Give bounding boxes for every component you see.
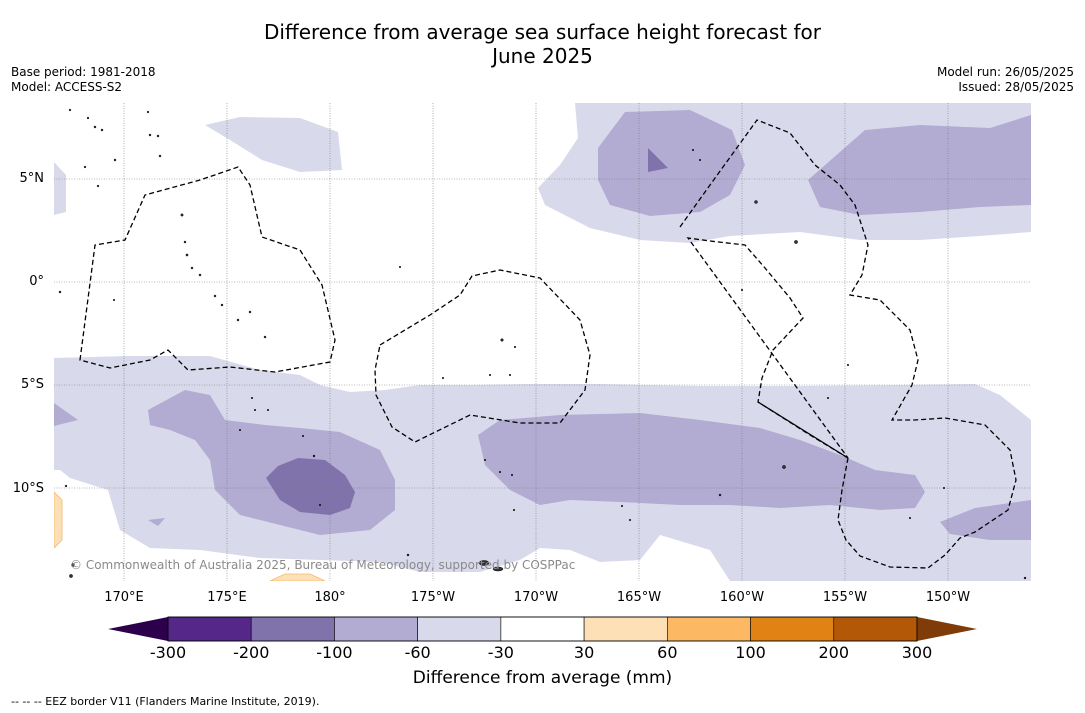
eez-footnote: -- -- -- EEZ border V11 (Flanders Marine… bbox=[11, 695, 320, 708]
lon-label-165w: 165°W bbox=[616, 590, 662, 605]
colorbar-cell-minus-60-30 bbox=[417, 616, 502, 642]
eez-borders bbox=[79, 119, 1017, 569]
colorbar-tick-label: 60 bbox=[657, 643, 678, 662]
lat-label-10s: 10°S bbox=[12, 481, 44, 496]
graticule bbox=[54, 103, 1031, 581]
colorbar-cell-plus-60-100 bbox=[667, 616, 751, 642]
colorbar-cell-minus-100-60 bbox=[334, 616, 418, 642]
chart-title: Difference from average sea surface heig… bbox=[0, 20, 1085, 68]
copyright-notice: © Commonwealth of Australia 2025, Bureau… bbox=[70, 558, 576, 572]
lon-label-170e: 170°E bbox=[104, 590, 144, 605]
colorbar-cell-plus-100-200 bbox=[750, 616, 835, 642]
meta-right: Model run: 26/05/2025 Issued: 28/05/2025 bbox=[937, 65, 1074, 94]
base-period: Base period: 1981-2018 bbox=[11, 65, 156, 79]
title-line-2: June 2025 bbox=[492, 44, 593, 68]
lon-label-175e: 175°E bbox=[207, 590, 247, 605]
colorbar-tick-label: -100 bbox=[316, 643, 353, 662]
model-name: Model: ACCESS-S2 bbox=[11, 79, 123, 94]
colorbar-arrow-min bbox=[108, 617, 168, 641]
meta-left: Base period: 1981-2018 Model: ACCESS-S2 bbox=[11, 65, 156, 94]
map-plot-area bbox=[54, 103, 1031, 581]
colorbar-cell-plus-30-60 bbox=[583, 616, 668, 642]
colorbar-tick-label: 30 bbox=[573, 643, 595, 662]
colorbar bbox=[108, 616, 977, 642]
colorbar-tick-label: -30 bbox=[487, 643, 514, 662]
lat-label-5n: 5°N bbox=[19, 171, 45, 186]
lon-label-170w: 170°W bbox=[513, 590, 559, 605]
colorbar-tick-label: 200 bbox=[818, 643, 850, 662]
anomaly-band-minus-200-100 bbox=[266, 148, 668, 515]
islands bbox=[58, 108, 1027, 580]
colorbar-tick-label: 100 bbox=[735, 643, 766, 662]
colorbar-cell-minus-300-200 bbox=[167, 616, 252, 642]
lon-label-175w: 175°W bbox=[410, 590, 456, 605]
colorbar-title: Difference from average (mm) bbox=[412, 668, 673, 688]
lon-label-180: 180° bbox=[314, 590, 346, 605]
issued-date: Issued: 28/05/2025 bbox=[958, 79, 1074, 94]
lat-label-0: 0° bbox=[29, 274, 44, 289]
colorbar-cells bbox=[167, 616, 918, 642]
colorbar-arrow-max bbox=[917, 617, 977, 641]
eez-solid-segment bbox=[757, 401, 849, 459]
colorbar-tick-label: -300 bbox=[149, 643, 187, 662]
anomaly-band-plus-30-60 bbox=[54, 491, 326, 581]
title-line-1: Difference from average sea surface heig… bbox=[263, 20, 822, 44]
colorbar-tick-label: -60 bbox=[404, 643, 431, 662]
lon-label-155w: 155°W bbox=[822, 590, 868, 605]
model-run: Model run: 26/05/2025 bbox=[936, 65, 1074, 79]
colorbar-tick-label: 300 bbox=[901, 643, 933, 662]
lon-label-150w: 150°W bbox=[925, 590, 971, 605]
lat-label-5s: 5°S bbox=[20, 377, 44, 392]
lon-label-160w: 160°W bbox=[719, 590, 765, 605]
colorbar-cell-minus-30-30 bbox=[500, 616, 585, 642]
colorbar-cell-plus-200-300 bbox=[833, 616, 918, 642]
colorbar-tick-label: -200 bbox=[233, 643, 270, 662]
colorbar-cell-minus-200-100 bbox=[250, 616, 335, 642]
colorbar-frame bbox=[167, 616, 918, 642]
